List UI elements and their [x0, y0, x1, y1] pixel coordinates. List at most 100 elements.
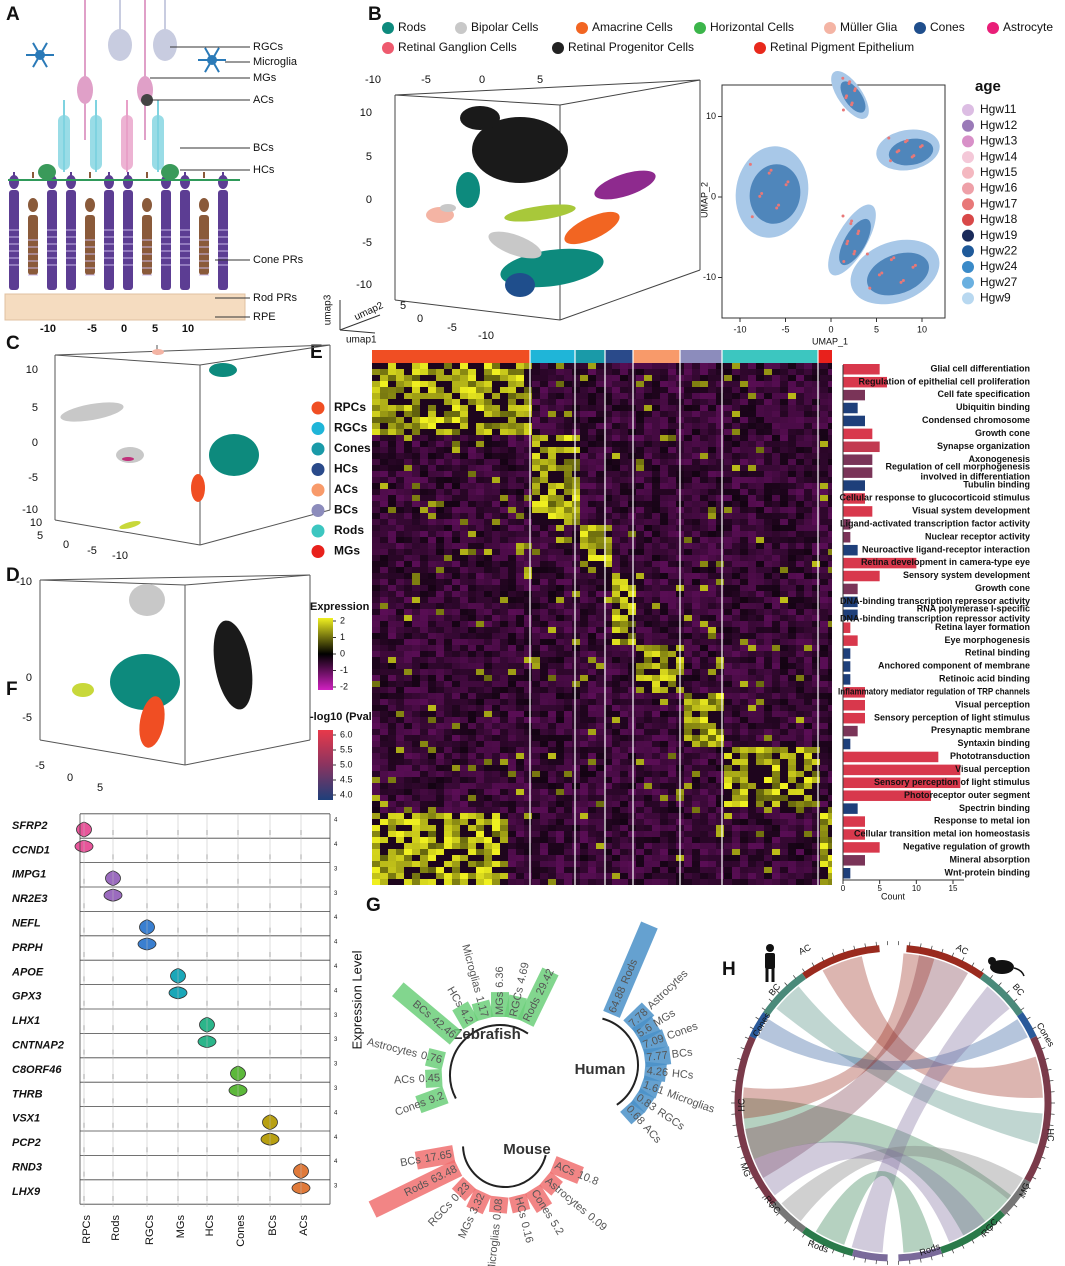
heatmap-cell: [396, 555, 404, 561]
heatmap-cell: [636, 741, 644, 747]
heatmap-cell: [612, 777, 620, 783]
heatmap-cell: [660, 717, 668, 723]
heatmap-cell: [548, 723, 556, 729]
heatmap-cell: [372, 609, 380, 615]
heatmap-cell: [540, 471, 548, 477]
legend-swatch: [311, 463, 325, 476]
heatmap-cell: [500, 711, 508, 717]
heatmap-cell: [684, 687, 692, 693]
heatmap-cell: [628, 399, 636, 405]
umap-cells: [845, 94, 849, 98]
heatmap-cell: [548, 843, 556, 849]
box-edge: [39, 574, 311, 581]
heatmap-cell: [628, 483, 636, 489]
heatmap-cell: [524, 561, 532, 567]
heatmap-cell: [380, 669, 388, 675]
heatmap-cell: [492, 537, 500, 543]
legend-label: Hgw15: [980, 165, 1018, 179]
heatmap-cell: [620, 843, 628, 849]
heatmap-cell: [540, 831, 548, 837]
heatmap-cell: [668, 711, 676, 717]
legend-swatch: [311, 545, 325, 558]
heatmap-cell: [596, 873, 604, 879]
heatmap-cell: [372, 405, 380, 411]
heatmap-cell: [420, 651, 428, 657]
heatmap-cell: [724, 789, 732, 795]
heatmap-cell: [524, 465, 532, 471]
heatmap-cell: [572, 801, 580, 807]
heatmap-cell: [644, 363, 652, 369]
heatmap-cell: [668, 843, 676, 849]
heatmap-cell: [692, 759, 700, 765]
heatmap-cell: [524, 405, 532, 411]
heatmap-cell: [436, 651, 444, 657]
heatmap-cell: [436, 393, 444, 399]
heatmap-cell: [756, 573, 764, 579]
heatmap-cell: [772, 783, 780, 789]
heatmap-cell: [548, 429, 556, 435]
heatmap-cell: [764, 759, 772, 765]
heatmap-cell: [468, 543, 476, 549]
heatmap-cell: [700, 363, 708, 369]
heatmap-cell: [716, 747, 724, 753]
tick-label: 2: [340, 615, 345, 625]
heatmap-cell: [388, 723, 396, 729]
heatmap-cell: [436, 747, 444, 753]
heatmap-cell: [524, 729, 532, 735]
heatmap-cell: [756, 693, 764, 699]
heatmap-cell: [700, 393, 708, 399]
heatmap-cell: [644, 879, 652, 885]
heatmap-cell: [636, 669, 644, 675]
heatmap-cell: [540, 747, 548, 753]
heatmap-cell: [756, 717, 764, 723]
heatmap-cell: [612, 369, 620, 375]
heatmap-cell: [564, 597, 572, 603]
heatmap-cell: [436, 513, 444, 519]
heatmap-cell: [508, 441, 516, 447]
heatmap-cell: [716, 573, 724, 579]
heatmap-cell: [620, 447, 628, 453]
heatmap-cell: [588, 417, 596, 423]
heatmap-cell: [620, 537, 628, 543]
heatmap-cell: [372, 507, 380, 513]
heatmap-cell: [460, 699, 468, 705]
heatmap-cell: [468, 573, 476, 579]
heatmap-cell: [444, 435, 452, 441]
heatmap-cell: [476, 735, 484, 741]
heatmap-cell: [388, 519, 396, 525]
heatmap-cell: [748, 603, 756, 609]
rod-photoreceptor: [104, 190, 114, 290]
heatmap-cell: [404, 735, 412, 741]
heatmap-cell: [780, 825, 788, 831]
heatmap-cell: [724, 735, 732, 741]
heatmap-cell: [588, 363, 596, 369]
heatmap-cell: [492, 381, 500, 387]
heatmap-cell: [380, 735, 388, 741]
heatmap-cell: [476, 819, 484, 825]
heatmap-cell: [420, 603, 428, 609]
heatmap-cell: [772, 753, 780, 759]
cluster-band: [633, 350, 680, 363]
heatmap-cell: [484, 765, 492, 771]
heatmap-cell: [652, 699, 660, 705]
umap-cells: [850, 101, 854, 105]
heatmap-cell: [692, 699, 700, 705]
heatmap-cell: [420, 555, 428, 561]
heatmap-cell: [460, 669, 468, 675]
heatmap-cell: [572, 663, 580, 669]
heatmap-cell: [708, 807, 716, 813]
heatmap-cell: [548, 417, 556, 423]
heatmap-cell: [780, 675, 788, 681]
heatmap-cell: [604, 657, 612, 663]
heatmap-cell: [700, 771, 708, 777]
heatmap-cell: [404, 381, 412, 387]
heatmap-cell: [764, 831, 772, 837]
heatmap-cell: [660, 879, 668, 885]
heatmap-cell: [732, 789, 740, 795]
heatmap-cell: [436, 543, 444, 549]
heatmap-cell: [460, 765, 468, 771]
heatmap-cell: [780, 693, 788, 699]
heatmap-cell: [508, 423, 516, 429]
heatmap-cell: [404, 633, 412, 639]
heatmap-cell: [732, 675, 740, 681]
